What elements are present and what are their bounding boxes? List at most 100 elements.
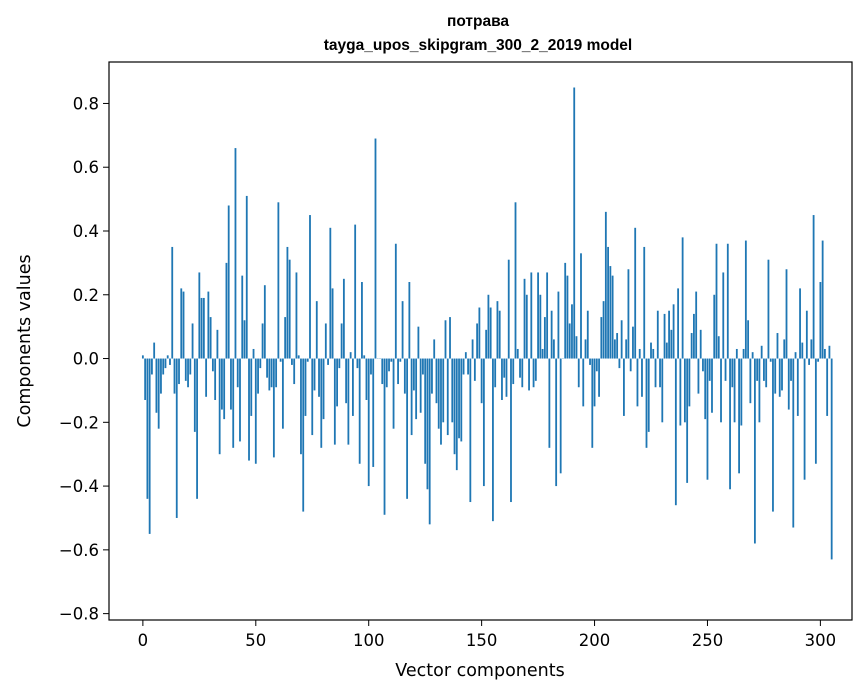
bar-292 bbox=[801, 342, 804, 359]
bar-225 bbox=[650, 342, 652, 359]
bar-80 bbox=[322, 358, 325, 420]
bar-66 bbox=[291, 358, 293, 365]
bar-142 bbox=[462, 358, 465, 375]
bar-219 bbox=[636, 358, 639, 407]
bar-211 bbox=[618, 358, 621, 369]
bar-259 bbox=[726, 243, 729, 359]
x-tick-label: 300 bbox=[805, 631, 837, 650]
bar-50 bbox=[254, 358, 257, 464]
bar-34 bbox=[218, 358, 221, 455]
bar-132 bbox=[440, 358, 442, 445]
bar-274 bbox=[760, 345, 763, 359]
bar-152 bbox=[485, 329, 488, 359]
bar-28 bbox=[205, 358, 208, 397]
bar-304 bbox=[828, 345, 831, 359]
bar-268 bbox=[747, 320, 750, 359]
bar-237 bbox=[677, 288, 680, 359]
bar-269 bbox=[749, 358, 752, 404]
y-tick-label: −0.6 bbox=[59, 541, 99, 560]
bar-113 bbox=[397, 358, 399, 385]
bar-277 bbox=[767, 259, 770, 359]
bar-239 bbox=[681, 237, 684, 359]
bar-158 bbox=[498, 310, 501, 359]
bar-273 bbox=[758, 358, 761, 423]
bar-53 bbox=[261, 323, 264, 359]
bar-68 bbox=[295, 272, 298, 359]
bar-117 bbox=[406, 358, 409, 499]
bar-92 bbox=[349, 352, 352, 359]
bar-294 bbox=[805, 310, 808, 359]
bar-215 bbox=[627, 269, 630, 359]
bar-22 bbox=[191, 323, 194, 359]
bar-283 bbox=[781, 358, 783, 391]
chart-title-line1: потрава bbox=[447, 13, 509, 30]
plot-frame bbox=[108, 61, 853, 621]
bar-124 bbox=[422, 358, 424, 375]
bar-57 bbox=[270, 358, 273, 388]
bar-49 bbox=[252, 348, 255, 359]
bar-260 bbox=[729, 358, 731, 490]
bar-74 bbox=[309, 215, 311, 359]
bar-20 bbox=[187, 358, 189, 388]
bar-101 bbox=[370, 358, 372, 375]
bar-126 bbox=[426, 358, 429, 490]
bar-248 bbox=[702, 358, 704, 372]
bar-42 bbox=[236, 358, 239, 388]
bar-155 bbox=[492, 358, 494, 522]
bar-251 bbox=[708, 358, 711, 381]
y-tick-label: 0.6 bbox=[73, 158, 99, 177]
bar-47 bbox=[248, 358, 250, 461]
bar-60 bbox=[277, 202, 280, 359]
bar-153 bbox=[487, 294, 490, 359]
bar-55 bbox=[266, 358, 268, 378]
bar-18 bbox=[182, 291, 185, 359]
bar-131 bbox=[437, 358, 440, 429]
bar-242 bbox=[688, 358, 691, 407]
bar-221 bbox=[641, 358, 643, 397]
bar-139 bbox=[455, 358, 458, 471]
bar-190 bbox=[571, 304, 573, 359]
bar-25 bbox=[198, 272, 201, 359]
bar-133 bbox=[442, 358, 445, 423]
bar-290 bbox=[796, 358, 799, 416]
bar-7 bbox=[157, 358, 160, 429]
bar-30 bbox=[209, 317, 212, 359]
bar-78 bbox=[318, 358, 320, 397]
bar-184 bbox=[557, 291, 560, 359]
bar-84 bbox=[331, 288, 334, 359]
bar-150 bbox=[480, 358, 483, 404]
bar-97 bbox=[361, 282, 363, 359]
bar-110 bbox=[390, 358, 393, 362]
bar-262 bbox=[733, 358, 736, 423]
bar-107 bbox=[383, 358, 386, 515]
bar-65 bbox=[288, 259, 291, 359]
bar-112 bbox=[394, 243, 397, 359]
bar-220 bbox=[638, 348, 641, 359]
bar-33 bbox=[216, 329, 219, 359]
x-axis-ticks: 0 50 100 150 200 250 300 bbox=[138, 620, 837, 650]
bar-198 bbox=[589, 358, 591, 365]
bar-236 bbox=[674, 358, 677, 506]
bar-157 bbox=[496, 301, 499, 359]
bar-257 bbox=[722, 272, 725, 359]
bar-291 bbox=[799, 288, 801, 359]
bar-196 bbox=[584, 339, 587, 359]
bar-67 bbox=[293, 358, 296, 385]
bar-214 bbox=[625, 339, 628, 359]
bar-284 bbox=[783, 339, 786, 359]
bar-191 bbox=[573, 87, 576, 359]
bar-299 bbox=[817, 358, 820, 362]
y-tick-label: −0.2 bbox=[59, 413, 99, 432]
bar-278 bbox=[769, 358, 772, 362]
bar-171 bbox=[528, 358, 530, 391]
bar-1 bbox=[144, 358, 147, 400]
bar-227 bbox=[654, 358, 657, 388]
bar-247 bbox=[699, 329, 702, 359]
bar-200 bbox=[593, 358, 596, 407]
bar-10 bbox=[164, 358, 167, 369]
bar-223 bbox=[645, 358, 648, 448]
bar-182 bbox=[552, 339, 555, 359]
bar-72 bbox=[304, 358, 307, 416]
bar-63 bbox=[284, 317, 287, 359]
bar-181 bbox=[550, 310, 553, 359]
